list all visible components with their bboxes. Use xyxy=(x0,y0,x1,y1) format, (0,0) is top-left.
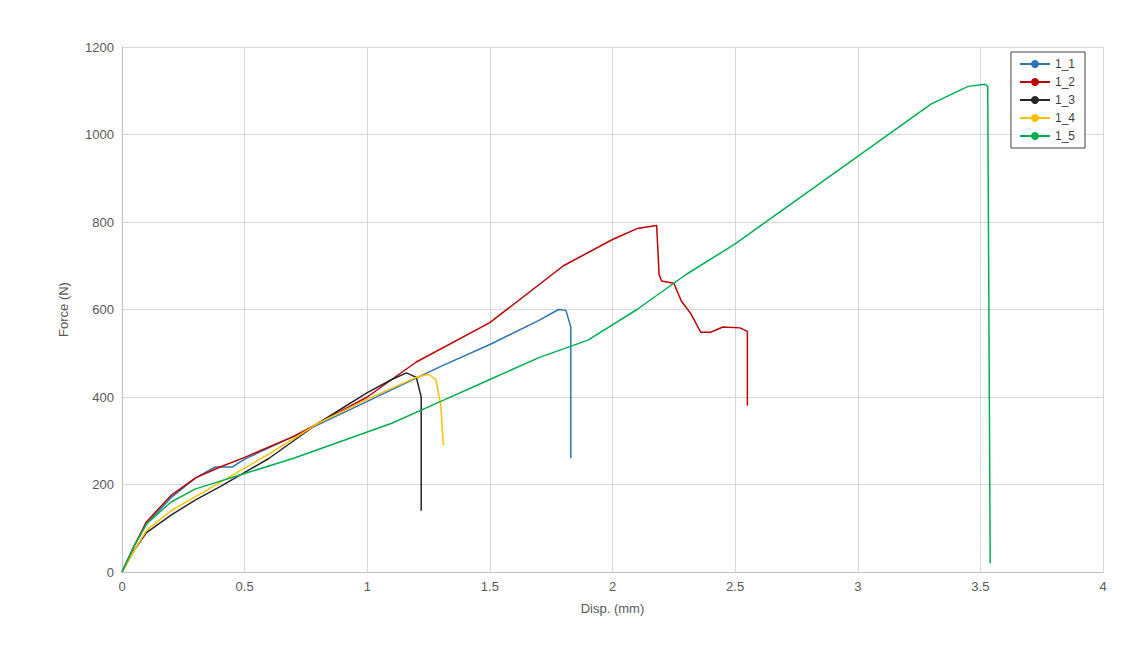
svg-text:1200: 1200 xyxy=(85,40,114,55)
svg-text:800: 800 xyxy=(92,215,114,230)
svg-text:Force (N): Force (N) xyxy=(56,282,71,337)
svg-text:400: 400 xyxy=(92,390,114,405)
svg-text:1_5: 1_5 xyxy=(1055,129,1075,143)
svg-text:3: 3 xyxy=(854,579,861,594)
svg-text:0: 0 xyxy=(118,579,125,594)
svg-text:1: 1 xyxy=(364,579,371,594)
svg-text:2: 2 xyxy=(609,579,616,594)
svg-text:1.5: 1.5 xyxy=(481,579,499,594)
svg-text:600: 600 xyxy=(92,302,114,317)
svg-text:1_3: 1_3 xyxy=(1055,93,1075,107)
svg-text:0: 0 xyxy=(107,565,114,580)
svg-text:1_4: 1_4 xyxy=(1055,111,1075,125)
svg-text:0.5: 0.5 xyxy=(236,579,254,594)
svg-text:1_2: 1_2 xyxy=(1055,75,1075,89)
svg-text:200: 200 xyxy=(92,477,114,492)
svg-text:3.5: 3.5 xyxy=(971,579,989,594)
svg-text:2.5: 2.5 xyxy=(726,579,744,594)
svg-text:4: 4 xyxy=(1099,579,1106,594)
svg-text:1_1: 1_1 xyxy=(1055,57,1075,71)
svg-text:Disp. (mm): Disp. (mm) xyxy=(581,601,645,616)
svg-text:1000: 1000 xyxy=(85,127,114,142)
